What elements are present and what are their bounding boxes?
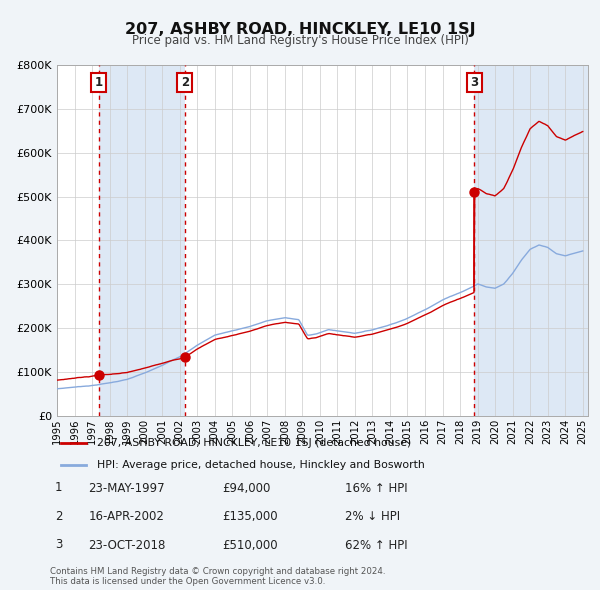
Text: 16-APR-2002: 16-APR-2002 bbox=[88, 510, 164, 523]
Text: £94,000: £94,000 bbox=[222, 482, 271, 495]
Text: 2: 2 bbox=[181, 76, 189, 89]
Bar bbox=[99, 65, 185, 416]
Text: 207, ASHBY ROAD, HINCKLEY, LE10 1SJ: 207, ASHBY ROAD, HINCKLEY, LE10 1SJ bbox=[125, 22, 475, 37]
Text: 23-OCT-2018: 23-OCT-2018 bbox=[88, 539, 166, 552]
Text: Contains HM Land Registry data © Crown copyright and database right 2024.: Contains HM Land Registry data © Crown c… bbox=[50, 567, 385, 576]
Text: 3: 3 bbox=[55, 538, 62, 551]
Text: 16% ↑ HPI: 16% ↑ HPI bbox=[345, 482, 407, 495]
Text: HPI: Average price, detached house, Hinckley and Bosworth: HPI: Average price, detached house, Hinc… bbox=[97, 460, 424, 470]
Text: £135,000: £135,000 bbox=[222, 510, 278, 523]
Text: 1: 1 bbox=[95, 76, 103, 89]
Text: 62% ↑ HPI: 62% ↑ HPI bbox=[345, 539, 407, 552]
Text: Price paid vs. HM Land Registry's House Price Index (HPI): Price paid vs. HM Land Registry's House … bbox=[131, 34, 469, 47]
Text: £510,000: £510,000 bbox=[222, 539, 278, 552]
Text: 2: 2 bbox=[55, 510, 62, 523]
Text: 1: 1 bbox=[55, 481, 62, 494]
Text: 207, ASHBY ROAD, HINCKLEY, LE10 1SJ (detached house): 207, ASHBY ROAD, HINCKLEY, LE10 1SJ (det… bbox=[97, 438, 411, 448]
Text: 3: 3 bbox=[470, 76, 478, 89]
Bar bbox=[474, 65, 588, 416]
Text: This data is licensed under the Open Government Licence v3.0.: This data is licensed under the Open Gov… bbox=[50, 578, 325, 586]
Text: 2% ↓ HPI: 2% ↓ HPI bbox=[345, 510, 400, 523]
Text: 23-MAY-1997: 23-MAY-1997 bbox=[88, 482, 165, 495]
